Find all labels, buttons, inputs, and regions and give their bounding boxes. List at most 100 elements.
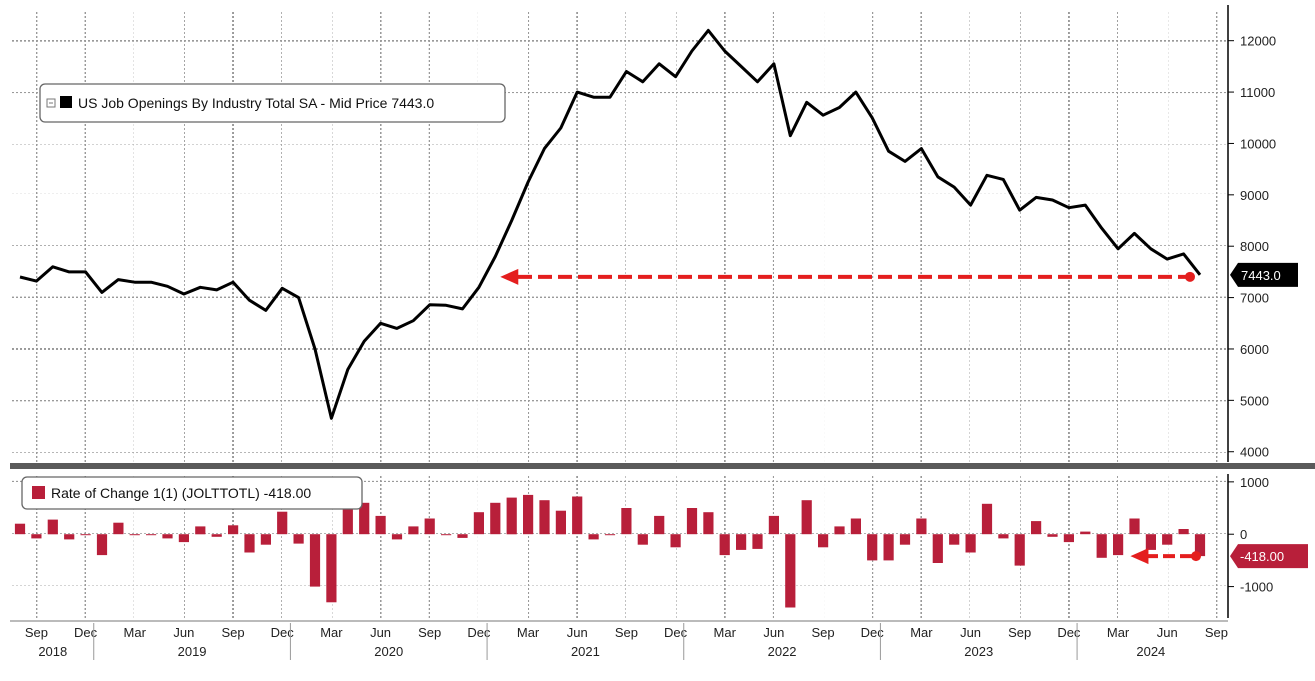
rate-of-change-panel: -1000 0 1000 -418.00 Rate of Change 1(1) (JO… (10, 474, 1308, 618)
grid-hline (10, 480, 1228, 483)
job-openings-panel: 4000 5000 6000 7000 8000 9000 10000 11000 12000 7… (10, 5, 1298, 462)
x-tick-label: Sep (221, 625, 244, 640)
x-year-label: 2020 (374, 644, 403, 659)
x-tick-label: Jun (567, 625, 588, 640)
rate-bar (14, 523, 26, 535)
job-openings-line (19, 28, 1202, 420)
grid-vline (232, 10, 235, 462)
rate-bar (490, 502, 501, 535)
rate-bar (1014, 534, 1025, 566)
rate-bar (949, 534, 960, 545)
rate-bar (1047, 534, 1058, 537)
last-value-tag (1230, 262, 1298, 287)
bottom-legend-label: Rate of Change 1(1) (JOLTTOTL) -418.00 (51, 485, 311, 501)
x-tick-label: Mar (714, 625, 737, 640)
grid-vline (281, 474, 284, 618)
grid-vline (1166, 10, 1169, 462)
grid-vline (527, 474, 530, 618)
rate-bar (375, 515, 386, 535)
grid-vline (477, 474, 480, 618)
x-year-label: 2022 (768, 644, 797, 659)
x-year-label: 2018 (38, 644, 67, 659)
grid-vline (133, 10, 136, 462)
top-legend-box (39, 83, 506, 123)
rate-bar (785, 534, 796, 608)
grid-vline (920, 10, 923, 462)
x-tick-label: Dec (271, 625, 295, 640)
grid-vline (330, 10, 333, 462)
x-tick-label: Mar (320, 625, 343, 640)
grid-hline (10, 39, 1228, 42)
y-tick-label: 6000 (1240, 342, 1269, 357)
grid-vline (1215, 474, 1218, 618)
rate-bar (637, 534, 648, 545)
x-tick-label: Dec (467, 625, 491, 640)
rate-bar (195, 526, 206, 535)
last-value-label: -418.00 (1240, 549, 1284, 564)
annotation-arrowhead (1130, 548, 1149, 565)
rate-bar (1178, 529, 1189, 535)
grid-vline (133, 474, 136, 618)
y-tick-label: 1000 (1240, 475, 1269, 490)
x-year-label: 2023 (964, 644, 993, 659)
x-axis: Sep Dec Mar Jun Sep Dec Mar Jun Sep Dec Mar Jun Sep D… (10, 620, 1228, 660)
rate-bar (719, 534, 730, 556)
x-tick-label: Sep (1205, 625, 1228, 640)
rate-bar (604, 534, 616, 536)
grid-vline (625, 474, 628, 618)
rate-bar (867, 534, 878, 561)
y-tick-label: 0 (1240, 527, 1247, 542)
rate-bar (588, 534, 599, 540)
rate-bar (1096, 534, 1107, 558)
grid-vline (232, 474, 235, 618)
y-tick-label: 4000 (1240, 445, 1269, 460)
legend-swatch (32, 486, 45, 499)
rate-bar (1162, 534, 1173, 545)
rate-bar (277, 511, 288, 535)
grid-vline (723, 10, 726, 462)
rate-bar (818, 534, 829, 548)
rate-bar (260, 534, 271, 545)
x-tick-label: Dec (1057, 625, 1081, 640)
grid-vline (674, 10, 677, 462)
grid-hline (10, 533, 1228, 536)
rate-bar (654, 515, 665, 535)
grid-vline (920, 474, 923, 618)
rate-bar (555, 510, 566, 535)
rate-bar (1194, 534, 1206, 557)
rate-bar (670, 534, 681, 548)
rate-bar (965, 534, 976, 553)
rate-bar (506, 497, 517, 535)
rate-bar (293, 534, 304, 544)
rate-bar (211, 534, 222, 537)
x-tick-label: Mar (910, 625, 933, 640)
bottom-legend-box (21, 476, 363, 510)
rate-bar (244, 534, 255, 553)
rate-bar (539, 500, 550, 535)
rate-bar (736, 534, 747, 550)
grid-vline (1117, 10, 1120, 462)
grid-hline (10, 450, 1228, 453)
rate-bar (752, 534, 763, 549)
last-value-label: 7443.0 (1241, 268, 1281, 283)
rate-bar (326, 534, 337, 603)
grid-vline (1018, 10, 1021, 462)
rate-bar (1129, 518, 1140, 535)
rate-bar (47, 519, 58, 535)
grid-vline (1215, 10, 1218, 462)
rate-bar (146, 534, 157, 536)
grid-hline (10, 347, 1228, 350)
legend-swatch (60, 96, 72, 108)
grid-vline (182, 474, 185, 618)
rate-bar (899, 534, 911, 545)
rate-bar (1080, 531, 1091, 535)
grid-vline (281, 10, 284, 462)
x-tick-label: Mar (1107, 625, 1130, 640)
top-legend-label: US Job Openings By Industry Total SA - M… (78, 95, 434, 111)
rate-bar (408, 526, 419, 535)
x-tick-label: Sep (418, 625, 441, 640)
x-tick-label: Jun (1157, 625, 1178, 640)
annotation-arrowhead (500, 268, 519, 285)
grid-hline (10, 399, 1228, 402)
rate-bar (1145, 534, 1156, 550)
